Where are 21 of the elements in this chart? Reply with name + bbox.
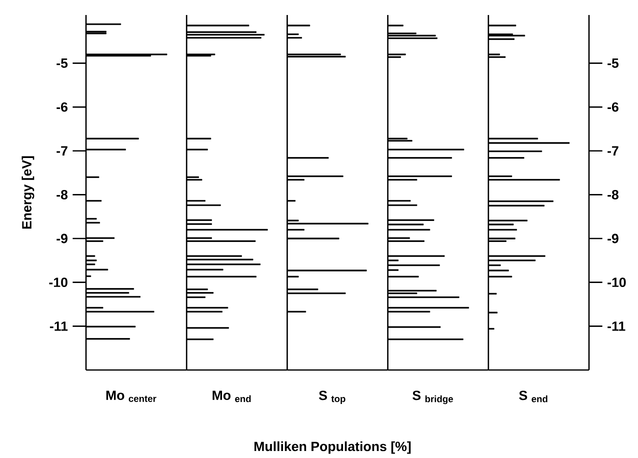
y-tick-label: -5 — [56, 58, 68, 68]
y2-tick-label: -6 — [608, 102, 618, 112]
y-tick-label: -7 — [56, 146, 68, 156]
y-tick-label: -6 — [56, 102, 68, 112]
y-tick-label: -11 — [50, 321, 68, 331]
text: S $_{end}$ — [519, 390, 548, 402]
text: S $_{top}$ — [318, 390, 346, 404]
text: S $_{bridge}$ — [412, 390, 453, 404]
y2-tick-label: -9 — [608, 234, 618, 244]
y2-tick-label: -8 — [608, 190, 618, 200]
y2-tick-label: -5 — [608, 58, 619, 68]
text: Mo $_{center}$ — [106, 390, 156, 402]
x-axis-title: Mulliken Populations [%] — [254, 441, 411, 454]
text: Mo $_{end}$ — [212, 390, 251, 402]
y-tick-label: -8 — [56, 190, 68, 200]
y2-tick-label: -11 — [608, 321, 626, 331]
y-axis-title: Energy [eV] — [22, 156, 34, 229]
y-tick-label: -10 — [49, 278, 68, 287]
y2-tick-label: -7 — [608, 146, 618, 156]
y2-tick-label: -10 — [608, 278, 626, 287]
y-tick-label: -9 — [56, 234, 68, 244]
